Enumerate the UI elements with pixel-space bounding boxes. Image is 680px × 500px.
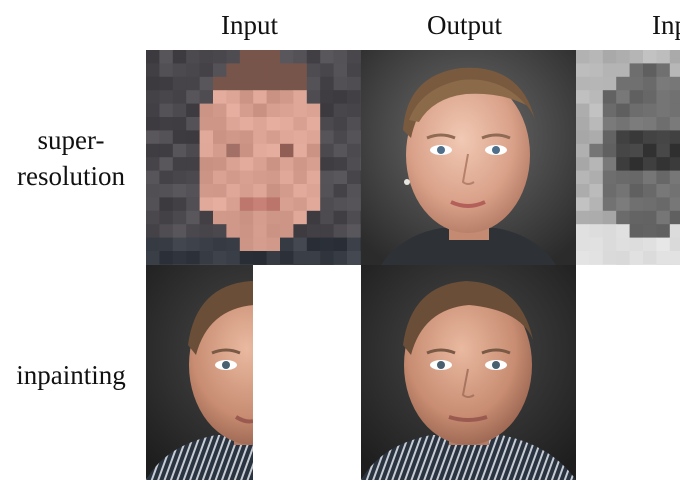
row-label-inpainting: inpainting xyxy=(16,360,126,390)
column-header-output: Output xyxy=(427,10,503,40)
super-resolution-output-image xyxy=(361,50,576,265)
column-header-input: Input xyxy=(221,10,278,40)
super-resolution-input-image xyxy=(146,50,361,265)
row-label-super-resolution: super- resolution xyxy=(0,122,142,194)
row-label-super-resolution-line1: super- xyxy=(37,125,105,155)
inpainting-output-image xyxy=(361,265,576,480)
super-resolution-input-image-cropped xyxy=(576,50,680,265)
column-header-input-cropped: Inp xyxy=(652,10,680,40)
inpainting-input-image xyxy=(146,265,361,480)
row-label-super-resolution-line2: resolution xyxy=(17,161,125,191)
